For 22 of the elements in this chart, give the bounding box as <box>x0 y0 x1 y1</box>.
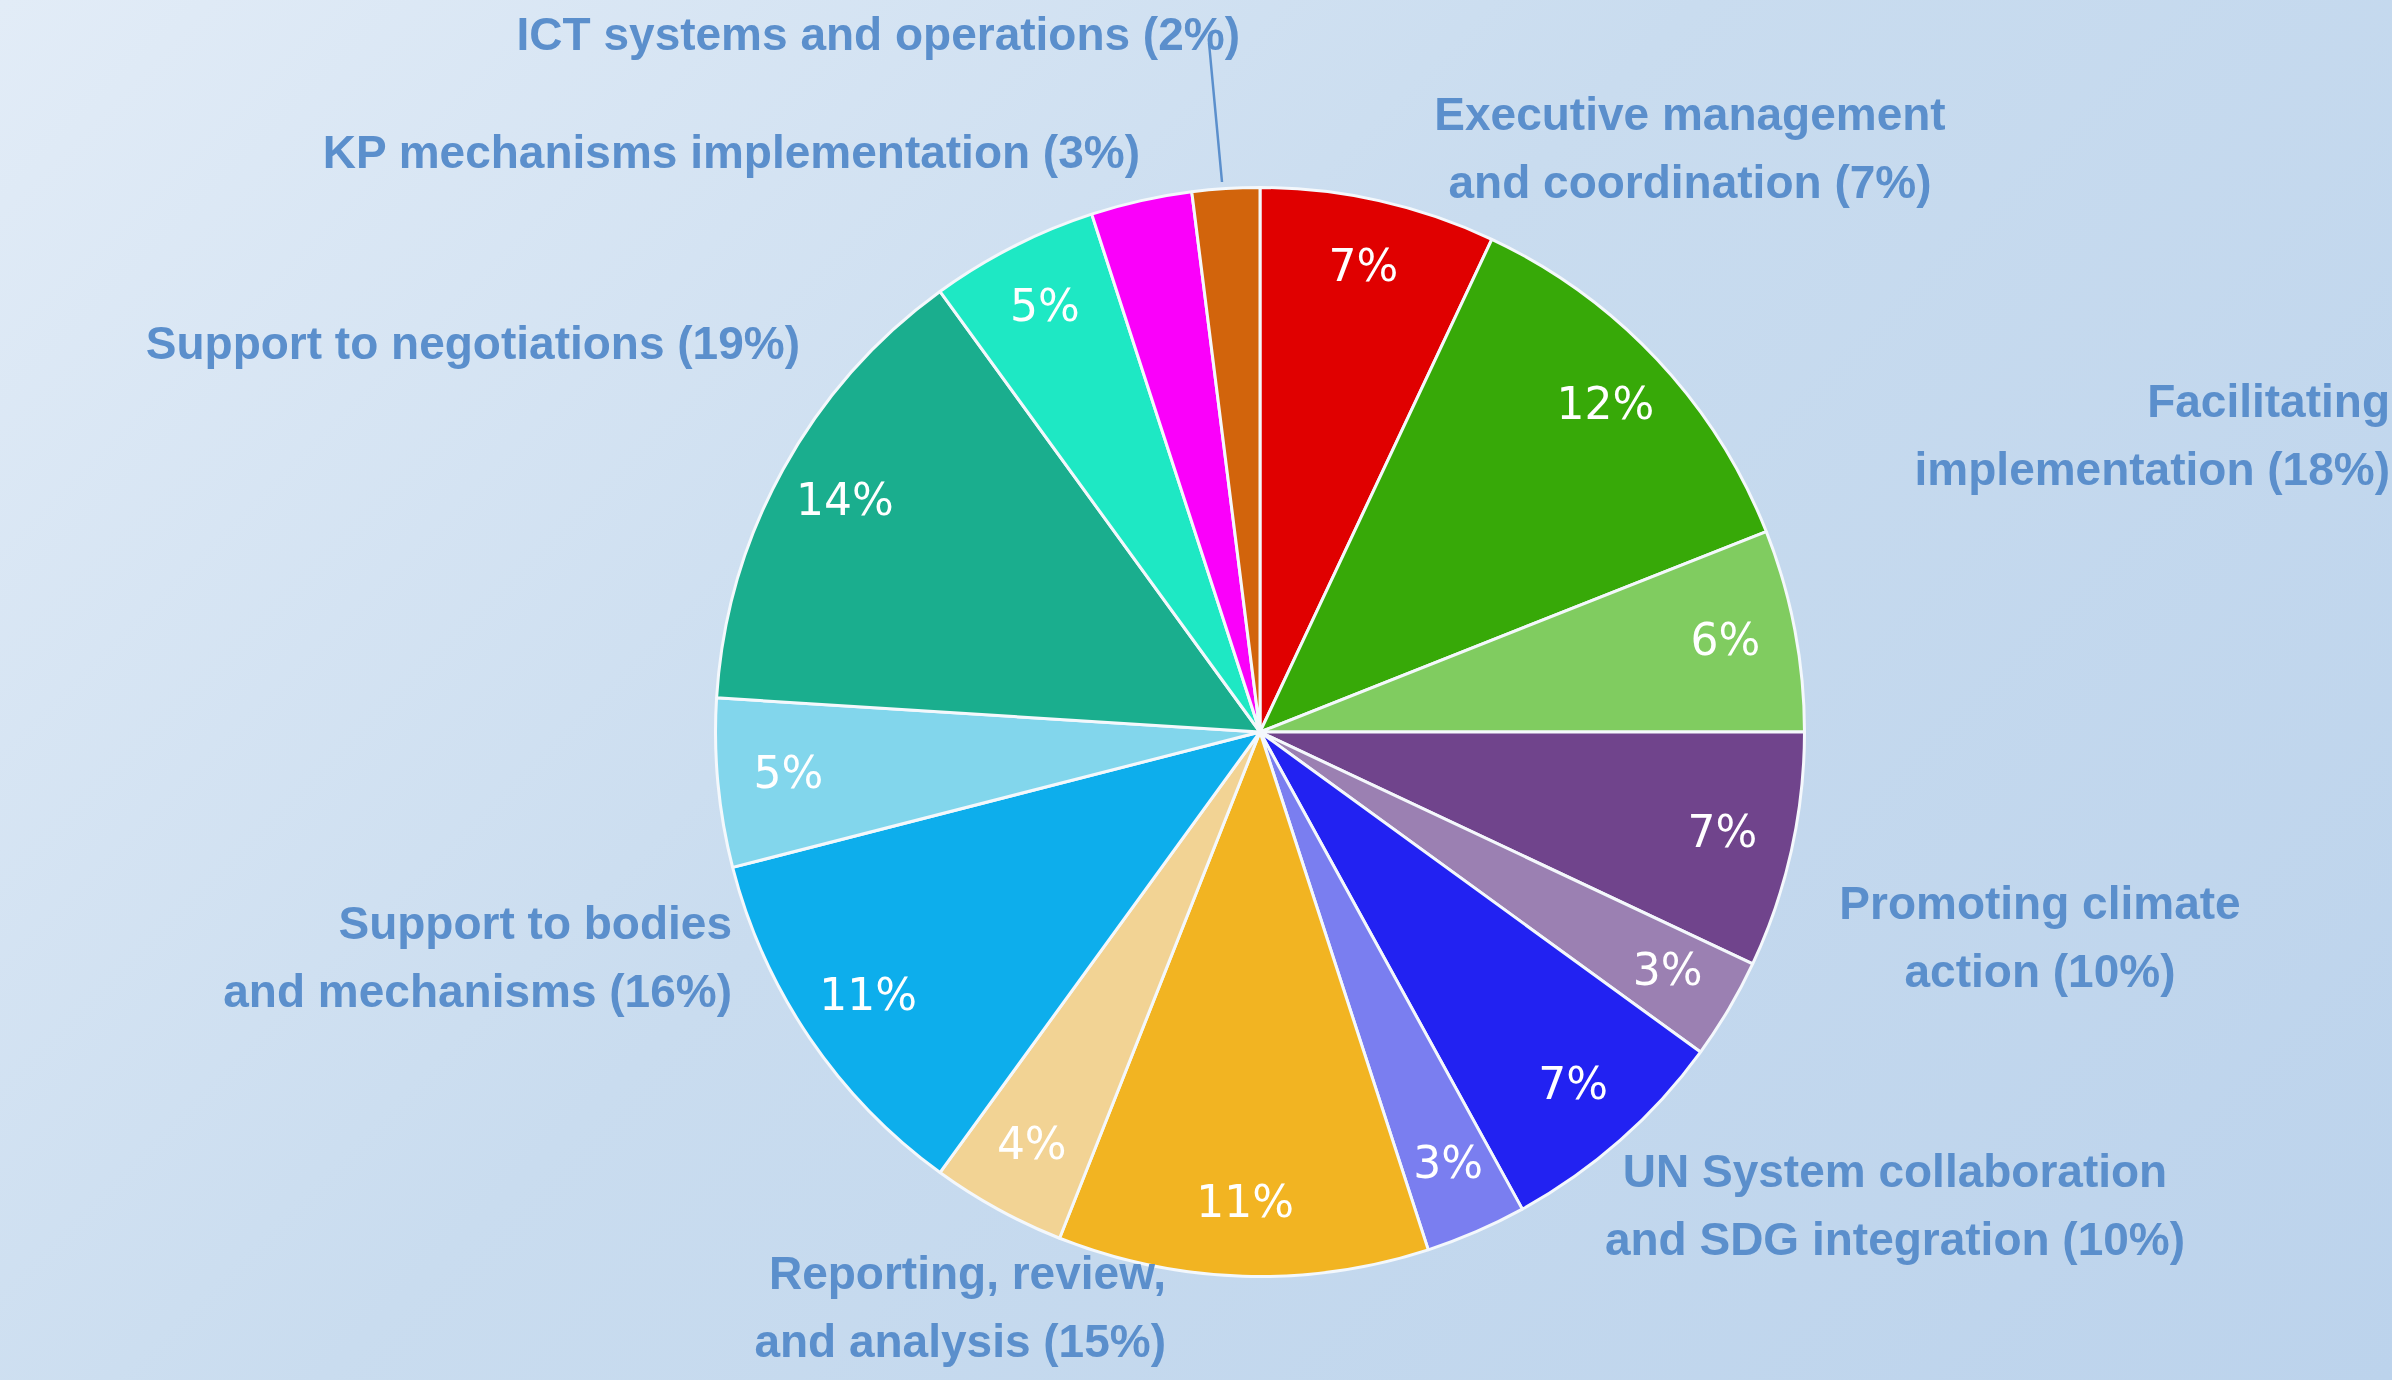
data-label: 12% <box>1556 378 1655 430</box>
data-label: 7% <box>1538 1057 1609 1109</box>
text: UN System collaboration and SDG integration (10%) <box>1603 1144 2187 1267</box>
data-label: 11% <box>1196 1175 1295 1227</box>
data-label: 14% <box>795 474 894 526</box>
text: Executive management and coordination (7%) <box>1433 87 1947 210</box>
text: Promoting climate action (10%) <box>1838 876 2242 999</box>
text: KP mechanisms implementation (3%) <box>321 125 1140 180</box>
data-label: 4% <box>996 1117 1067 1169</box>
data-label: 7% <box>1328 240 1399 292</box>
data-label: 5% <box>1010 280 1080 332</box>
text: Facilitating implementation (18%) <box>1913 374 2390 497</box>
data-label: 7% <box>1687 805 1758 857</box>
data-label: 3% <box>1632 943 1703 995</box>
data-label: 3% <box>1413 1137 1484 1189</box>
text: Support to negotiations (19%) <box>144 316 800 371</box>
text: Support to bodies and mechanisms (16%) <box>222 896 732 1019</box>
text: ICT systems and operations (2%) <box>515 7 1240 62</box>
data-label: 5% <box>753 747 824 799</box>
text: Reporting, review, and analysis (15%) <box>753 1246 1166 1369</box>
data-label: 11% <box>819 968 918 1020</box>
data-label: 6% <box>1690 613 1761 665</box>
